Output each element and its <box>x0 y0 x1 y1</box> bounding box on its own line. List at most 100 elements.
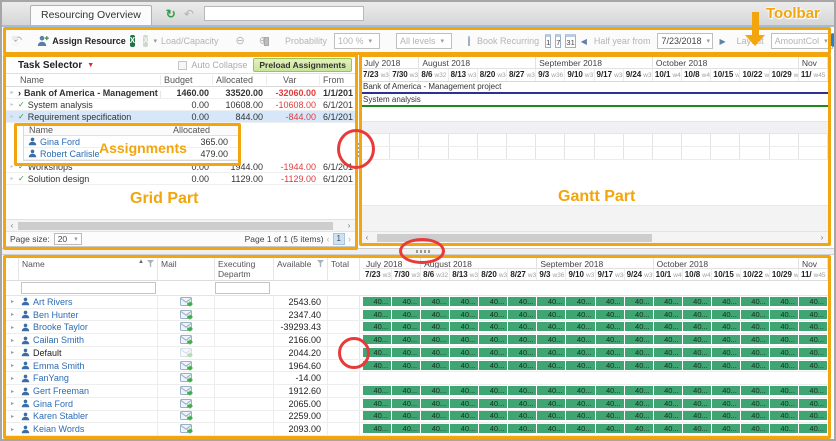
booking-cell[interactable]: 40... <box>392 322 422 333</box>
booking-cell[interactable]: 40... <box>508 335 538 346</box>
load-capacity-button[interactable]: Load/Capacity <box>160 36 219 46</box>
booking-cell[interactable]: 40... <box>798 296 828 307</box>
mail-icon[interactable] <box>158 397 215 410</box>
booking-cell[interactable]: 40... <box>653 386 683 396</box>
mail-icon[interactable] <box>158 359 215 372</box>
booking-cell[interactable]: 40... <box>450 360 480 371</box>
resource-name-link[interactable]: Emma Smith <box>19 359 158 372</box>
booking-cell[interactable]: 40... <box>363 424 393 435</box>
booking-cell[interactable]: 40... <box>566 411 596 422</box>
booking-cell[interactable]: 40... <box>595 424 625 435</box>
gantt-week-header[interactable]: 9/10w37 <box>568 269 596 280</box>
gantt-week-header[interactable]: 10/1w40 <box>655 269 683 280</box>
next-period-icon[interactable]: ▶ <box>719 36 726 46</box>
booking-cell[interactable]: 40... <box>798 411 828 422</box>
booking-cell[interactable]: 40... <box>711 296 741 307</box>
month-view-button[interactable]: 31 <box>565 34 576 48</box>
booking-cell[interactable]: 40... <box>566 424 596 435</box>
mail-icon[interactable] <box>158 372 215 385</box>
booking-cell[interactable]: 40... <box>682 322 712 333</box>
booking-cell[interactable]: 40... <box>711 322 741 333</box>
gantt-grid-cell[interactable] <box>682 134 712 146</box>
booking-cell[interactable]: 40... <box>363 309 393 320</box>
task-row[interactable]: ▸ ›Bank of America - Management project 14… <box>6 87 355 99</box>
booking-cell[interactable]: 40... <box>479 309 509 320</box>
gantt-week-header[interactable]: 9/24w39 <box>626 269 654 280</box>
booking-cell[interactable]: 40... <box>769 424 799 435</box>
booking-cell[interactable]: 40... <box>682 411 712 422</box>
booking-cell[interactable]: 40... <box>711 398 741 409</box>
booking-cell[interactable]: 40... <box>392 424 422 435</box>
auto-collapse-checkbox[interactable] <box>178 60 188 70</box>
booking-cell[interactable]: 40... <box>682 386 712 396</box>
task-row[interactable]: ▸ ✓ System analysis 0.00 10608.00 -10608.00 6/… <box>6 99 355 111</box>
booking-cell[interactable]: 40... <box>711 347 741 358</box>
booking-cell[interactable]: 40... <box>508 386 538 396</box>
booking-cell[interactable]: 40... <box>653 398 683 409</box>
filter-triangle-icon[interactable]: ▼ <box>87 61 95 69</box>
gantt-grid-cell[interactable] <box>507 134 537 146</box>
booking-cell[interactable]: 40... <box>740 360 770 371</box>
booking-cell[interactable]: 40... <box>798 335 828 346</box>
tab-resourcing-overview[interactable]: Resourcing Overview <box>30 5 152 25</box>
booking-cell[interactable]: 40... <box>421 296 451 307</box>
book-recurring-button[interactable]: Book Recurring <box>477 36 540 46</box>
booking-cell[interactable]: 40... <box>566 347 596 358</box>
gantt-week-header[interactable]: 8/6 w32 <box>423 269 451 280</box>
gantt-week-header[interactable]: 10/29w44 <box>771 269 799 280</box>
booking-cell[interactable]: 40... <box>450 411 480 422</box>
booking-cell[interactable]: 40... <box>537 296 567 307</box>
booking-cell[interactable]: 40... <box>537 411 567 422</box>
booking-cell[interactable]: 40... <box>421 309 451 320</box>
booking-cell[interactable]: 40... <box>392 386 422 396</box>
gantt-grid-cell[interactable] <box>449 134 478 146</box>
gantt-week-header[interactable]: 7/23w30 <box>363 69 391 81</box>
booking-cell[interactable]: 40... <box>653 309 683 320</box>
resource-row[interactable]: ▸ Gert Freeman 1912.60 40... 40... 40... 40...… <box>6 385 828 398</box>
booking-cell[interactable]: 40... <box>769 347 799 358</box>
booking-cell[interactable]: 40... <box>508 411 538 422</box>
booking-cell[interactable]: 40... <box>740 347 770 358</box>
gantt-week-header[interactable]: 9/3 w36 <box>536 69 566 81</box>
booking-cell[interactable]: 40... <box>421 424 451 435</box>
gantt-grid-cell[interactable] <box>711 134 741 146</box>
booking-cell[interactable]: 40... <box>624 322 654 333</box>
expand-icon[interactable]: ▸ <box>10 375 14 382</box>
day-view-button[interactable]: 1 <box>545 34 552 48</box>
booking-cell[interactable]: 40... <box>363 360 393 371</box>
resource-row[interactable]: ▸ Ben Hunter 2347.40 40... 40... 40... 40... 40… <box>6 308 828 322</box>
booking-cell[interactable]: 40... <box>479 347 509 358</box>
column-header-var[interactable]: Var <box>267 75 320 85</box>
zoom-in-icon[interactable]: ⊕ <box>259 35 268 47</box>
booking-cell[interactable]: 40... <box>595 322 625 333</box>
booking-cell[interactable]: 40... <box>537 309 567 320</box>
booking-cell[interactable]: 40... <box>392 347 422 358</box>
gantt-week-header[interactable]: 7/23w30 <box>365 269 393 280</box>
gantt-grid-cell[interactable] <box>419 147 449 159</box>
booking-cell[interactable]: 40... <box>711 424 741 435</box>
booking-cell[interactable]: 40... <box>566 335 596 346</box>
resource-row[interactable]: ▸ Gina Ford 2065.00 40... 40... 40... 40... 40.… <box>6 397 828 411</box>
filter-icon[interactable] <box>317 260 324 267</box>
expand-icon[interactable]: ▸ <box>10 401 14 408</box>
booking-cell[interactable]: 40... <box>595 347 625 358</box>
gantt-grid-cell[interactable] <box>799 134 828 146</box>
resource-row[interactable]: ▸ Art Rivers 2543.60 40... 40... 40... 40... 40… <box>6 296 828 309</box>
booking-cell[interactable]: 40... <box>653 347 683 358</box>
booking-cell[interactable]: 40... <box>624 411 654 422</box>
dept-filter-input[interactable] <box>215 282 270 294</box>
booking-cell[interactable]: 40... <box>392 411 422 422</box>
booking-cell[interactable]: 40... <box>769 296 799 307</box>
booking-cell[interactable]: 40... <box>450 322 480 333</box>
scrollbar-thumb[interactable] <box>377 233 653 242</box>
booking-cell[interactable]: 40... <box>537 347 567 358</box>
booking-cell[interactable]: 40... <box>363 322 393 333</box>
gantt-week-header[interactable]: 9/3 w36 <box>539 269 567 280</box>
gantt-week-header[interactable]: 8/20w34 <box>481 269 509 280</box>
gantt-grid-cell[interactable] <box>390 147 420 159</box>
booking-cell[interactable]: 40... <box>769 360 799 371</box>
gantt-grid-cell[interactable] <box>653 134 683 146</box>
assign-resource-button[interactable]: Assign Resource <box>52 36 126 46</box>
gantt-week-header[interactable]: 8/6 w32 <box>419 69 449 81</box>
